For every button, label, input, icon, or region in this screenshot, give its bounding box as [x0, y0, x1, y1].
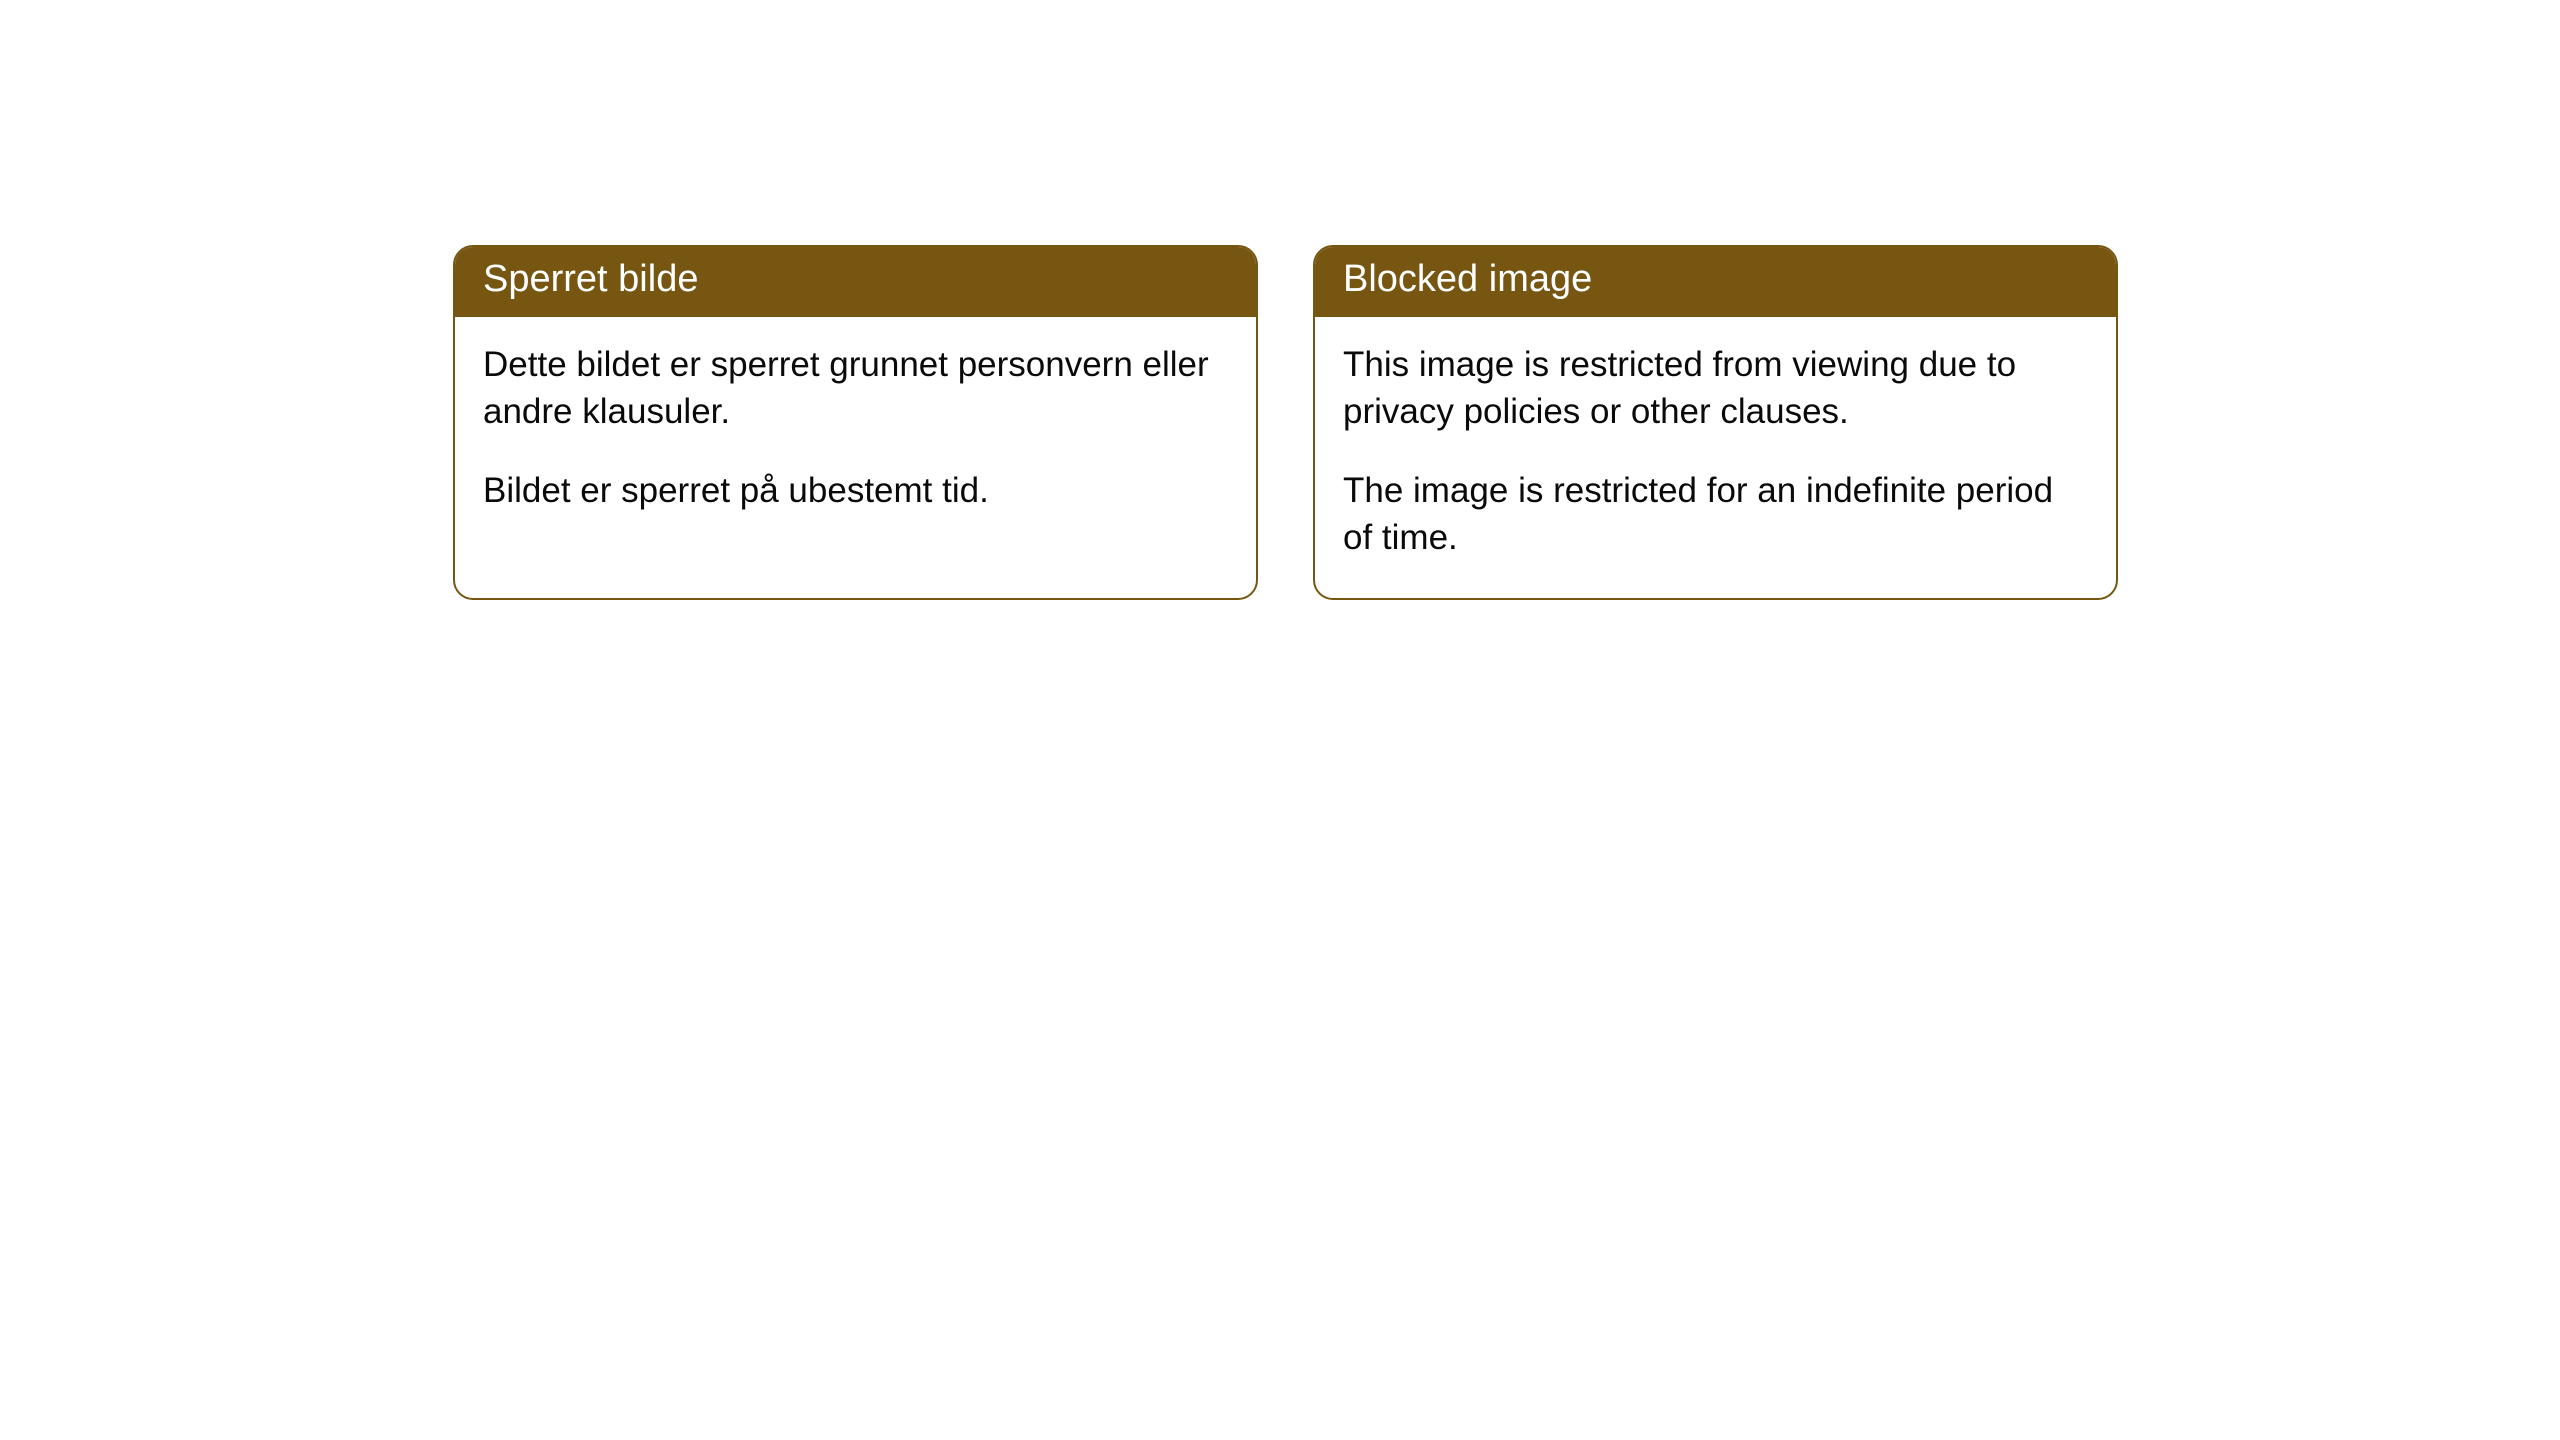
- card-text-english-2: The image is restricted for an indefinit…: [1343, 467, 2088, 562]
- card-body-norwegian: Dette bildet er sperret grunnet personve…: [455, 317, 1256, 551]
- card-body-english: This image is restricted from viewing du…: [1315, 317, 2116, 598]
- card-text-english-1: This image is restricted from viewing du…: [1343, 341, 2088, 436]
- card-title-english: Blocked image: [1315, 247, 2116, 317]
- blocked-image-cards: Sperret bilde Dette bildet er sperret gr…: [453, 245, 2560, 600]
- card-text-norwegian-1: Dette bildet er sperret grunnet personve…: [483, 341, 1228, 436]
- blocked-image-card-norwegian: Sperret bilde Dette bildet er sperret gr…: [453, 245, 1258, 600]
- card-title-norwegian: Sperret bilde: [455, 247, 1256, 317]
- card-text-norwegian-2: Bildet er sperret på ubestemt tid.: [483, 467, 1228, 514]
- blocked-image-card-english: Blocked image This image is restricted f…: [1313, 245, 2118, 600]
